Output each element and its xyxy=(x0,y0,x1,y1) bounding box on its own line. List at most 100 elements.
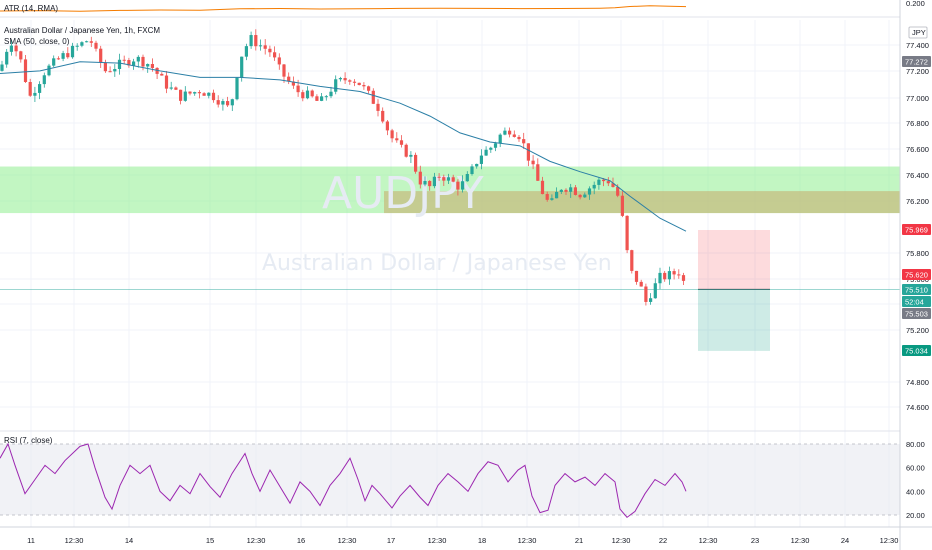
candle-body xyxy=(47,65,51,76)
rsi-tick-label: 80.00 xyxy=(906,440,925,449)
candle-body xyxy=(475,163,479,167)
time-tick-label: 23 xyxy=(751,536,759,545)
candle-body xyxy=(89,41,93,43)
price-tick-label: 75.200 xyxy=(906,326,929,335)
candle-body xyxy=(258,45,263,47)
candle-body xyxy=(179,89,183,101)
rsi-pane: RSI (7, close) xyxy=(0,430,900,519)
take-profit-zone[interactable] xyxy=(698,289,770,351)
candle-body xyxy=(550,198,554,200)
price-tick-label: 77.000 xyxy=(906,94,929,103)
candle-body xyxy=(263,45,267,49)
price-tick-label: 77.400 xyxy=(906,41,929,50)
candle-body xyxy=(174,87,178,90)
price-tick-label: 77.200 xyxy=(906,67,929,76)
candle-body xyxy=(296,85,300,93)
candle-body xyxy=(517,136,521,140)
candle-body xyxy=(132,61,136,66)
candle-body xyxy=(602,179,606,182)
candle-body xyxy=(531,160,535,165)
price-tick-label: 76.600 xyxy=(906,145,929,154)
atr-legend: ATR (14, RMA) xyxy=(4,4,58,13)
candle-body xyxy=(273,52,277,58)
candle-body xyxy=(80,42,84,46)
candle-body xyxy=(66,53,70,58)
candle-body xyxy=(649,298,653,302)
price-badge xyxy=(902,296,931,307)
candle-body xyxy=(334,79,338,92)
watermark-ticker: AUDJPY xyxy=(322,168,484,219)
atr-line xyxy=(0,5,687,12)
price-badge xyxy=(902,308,931,319)
time-tick-label: 16 xyxy=(297,536,305,545)
candle-body xyxy=(381,110,385,122)
watermark-name: Australian Dollar / Japanese Yen xyxy=(262,251,612,276)
candle-body xyxy=(658,272,662,284)
candle-body xyxy=(630,250,634,271)
price-badge-label: 75.034 xyxy=(905,347,928,356)
time-tick-label: 12:30 xyxy=(428,536,447,545)
candle-body xyxy=(587,188,592,195)
candle-body xyxy=(559,189,563,192)
time-tick-label: 14 xyxy=(125,536,133,545)
candle-body xyxy=(672,271,676,275)
candle-body xyxy=(23,59,28,83)
candle-body xyxy=(409,154,413,157)
candle-body xyxy=(498,134,502,144)
candle-body xyxy=(14,45,18,52)
candle-body xyxy=(404,144,408,157)
symbol-legend: Australian Dollar / Japanese Yen, 1h, FX… xyxy=(4,26,160,35)
time-tick-label: 12:30 xyxy=(518,536,537,545)
candle-body xyxy=(188,91,192,94)
rsi-band xyxy=(0,444,900,515)
candle-body xyxy=(644,286,648,302)
candle-body xyxy=(362,85,366,87)
candle-body xyxy=(653,283,657,299)
candle-body xyxy=(508,130,512,135)
candle-body xyxy=(108,71,112,73)
candle-body xyxy=(52,58,56,66)
candle-body xyxy=(254,35,258,47)
price-badge xyxy=(902,269,931,280)
candle-body xyxy=(667,271,671,280)
candle-body xyxy=(395,138,399,141)
candle-body xyxy=(348,80,352,82)
candle-body xyxy=(216,100,220,105)
candle-body xyxy=(343,78,347,81)
candle-body xyxy=(268,48,272,53)
price-badge xyxy=(902,224,931,235)
rsi-tick-label: 20.00 xyxy=(906,511,925,520)
candle-body xyxy=(597,179,601,185)
candle-body xyxy=(160,73,164,76)
price-tick-label: 76.800 xyxy=(906,119,929,128)
currency-box[interactable] xyxy=(908,26,928,39)
candle-body xyxy=(540,180,545,195)
time-axis[interactable]: 11 12:30 14 15 12:30 16 12:30 17 12:30 18 12:30 21 1… xyxy=(27,536,898,545)
candle-body xyxy=(620,195,624,216)
candle-body xyxy=(28,82,32,96)
rsi-levels xyxy=(0,443,900,516)
candle-body xyxy=(583,194,587,198)
candle-body xyxy=(503,130,507,135)
rsi-axis[interactable]: 80.00 60.00 40.00 20.00 xyxy=(906,440,925,520)
currency-label: JPY xyxy=(912,28,926,37)
candle-body xyxy=(207,92,211,96)
candle-body xyxy=(61,53,65,59)
stop-loss-zone[interactable] xyxy=(698,230,770,290)
candle-body xyxy=(291,81,295,86)
time-tick-label: 21 xyxy=(575,536,583,545)
price-badge-label: 77.272 xyxy=(905,58,928,67)
price-badge-label: 75.620 xyxy=(905,271,928,280)
time-tick-label: 12:30 xyxy=(791,536,810,545)
candle-body xyxy=(155,67,159,74)
candle-body xyxy=(99,48,103,63)
candle-body xyxy=(470,166,474,175)
atr-axis-label: 0.200 xyxy=(906,0,925,8)
gridlines xyxy=(0,20,900,527)
candle-body xyxy=(211,92,216,101)
candle-body xyxy=(202,93,206,96)
candle-body xyxy=(169,87,173,89)
sma-line xyxy=(0,61,687,232)
candle-body xyxy=(367,86,371,91)
